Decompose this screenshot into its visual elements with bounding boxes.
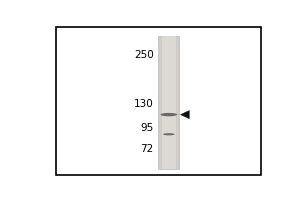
Bar	[158, 36, 179, 169]
Bar	[161, 36, 176, 169]
Bar	[56, 27, 261, 175]
Text: 95: 95	[140, 123, 154, 133]
Ellipse shape	[160, 113, 177, 116]
Ellipse shape	[163, 133, 175, 135]
Text: 250: 250	[134, 50, 154, 60]
Text: 130: 130	[134, 99, 154, 109]
Polygon shape	[181, 111, 189, 119]
Text: 72: 72	[140, 144, 154, 154]
